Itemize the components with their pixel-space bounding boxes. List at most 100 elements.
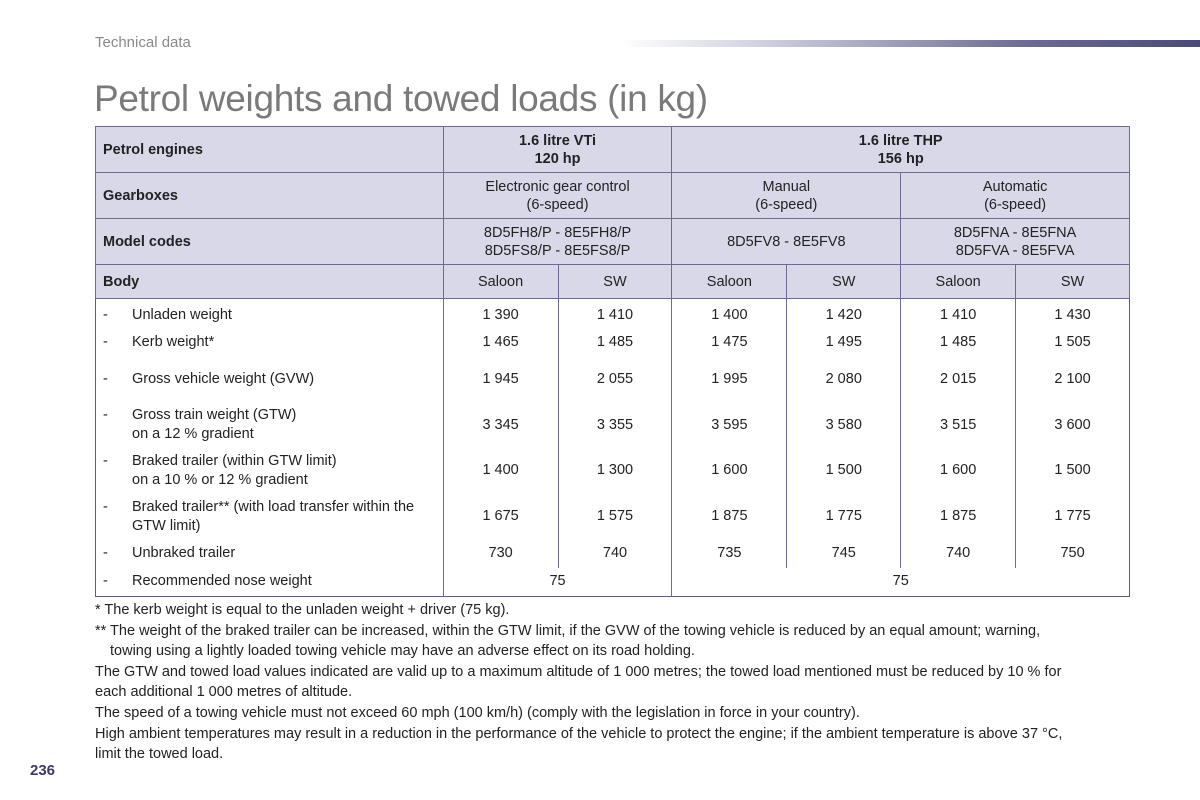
row-label-text: Braked trailer** (with load transfer wit… (132, 498, 415, 515)
value-cell: 1 390 (442, 298, 559, 328)
value-cell: 1 500 (786, 447, 901, 494)
row-label-text: Gross vehicle weight (GVW) (132, 371, 315, 387)
body-type-cell: Saloon (442, 264, 559, 299)
value-cell: 1 495 (786, 327, 901, 357)
row-label-text: Gross train weight (GTW) (132, 407, 297, 423)
row-label: - Unbraked trailer (96, 540, 444, 568)
value-cell: 750 (1015, 539, 1130, 568)
gearboxes-row: Gearboxes Electronic gear control (6-spe… (95, 172, 1130, 219)
value-cell: 3 515 (900, 402, 1016, 448)
engines-label: Petrol engines (95, 126, 444, 173)
section-label: Technical data (95, 34, 191, 51)
row-label-subtext: on a 10 % or 12 % gradient (132, 471, 308, 488)
value-cell: 730 (442, 539, 559, 568)
value-cell: 1 675 (442, 493, 559, 540)
value-cell: 1 400 (442, 447, 559, 494)
gearbox-automatic-speeds: (6-speed) (984, 196, 1047, 213)
value-cell: 1 410 (557, 298, 672, 328)
gearbox-manual: Manual (6-speed) (671, 172, 902, 219)
row-label: - Braked trailer** (with load transfer wi… (96, 494, 444, 540)
gearboxes-label: Gearboxes (95, 172, 444, 219)
braked-trailer-note-continued: towing using a lightly loaded towing veh… (110, 643, 695, 660)
bullet-dash: - (103, 407, 108, 423)
bullet-dash: - (103, 498, 108, 515)
value-cell: 1 485 (900, 327, 1016, 357)
value-cell: 3 345 (442, 402, 559, 448)
gearbox-manual-name: Manual (762, 178, 811, 195)
braked-trailer-note: ** The weight of the braked trailer can … (95, 622, 1041, 639)
page-title: Petrol weights and towed loads (in kg) (94, 78, 708, 119)
value-cell: 3 595 (671, 402, 787, 448)
altitude-note: The GTW and towed load values indicated … (95, 663, 1062, 680)
bullet-dash: - (103, 371, 108, 387)
value-cell: 1 475 (671, 327, 787, 357)
engine-thp-name: 1.6 litre THP (858, 132, 943, 149)
value-cell: 1 945 (442, 356, 559, 403)
bullet-dash: - (103, 452, 108, 469)
value-cell: 1 575 (557, 493, 672, 540)
gearbox-egc-speeds: (6-speed) (526, 196, 589, 213)
table-row: - Unladen weight 1 390 1 410 1 400 1 420 … (96, 298, 1130, 328)
value-cell: 1 875 (671, 493, 787, 540)
value-cell: 745 (786, 539, 901, 568)
row-label-subtext: GTW limit) (132, 517, 201, 534)
footnotes: * The kerb weight is equal to the unlade… (95, 600, 1135, 765)
row-label-text: Kerb weight* (132, 333, 215, 350)
row-label: - Gross train weight (GTW) on a 12 % gradi… (96, 403, 444, 448)
value-cell: 3 355 (557, 402, 672, 448)
engine-vti-name: 1.6 litre VTi (518, 132, 597, 149)
row-label: - Unladen weight (96, 299, 444, 328)
engine-vti-header: 1.6 litre VTi 120 hp (442, 126, 673, 173)
value-cell: 1 500 (1015, 447, 1130, 494)
value-cell: 3 600 (1015, 402, 1130, 448)
nose-weight-thp: 75 (671, 567, 1130, 597)
model-code: 8D5FS8/P - 8E5FS8/P (484, 242, 631, 259)
value-cell: 1 400 (671, 298, 787, 328)
row-label: - Recommended nose weight (96, 568, 444, 597)
nose-weight-row: - Recommended nose weight 75 75 (96, 567, 1130, 597)
value-cell: 1 775 (1015, 493, 1130, 540)
value-cell: 1 600 (900, 447, 1016, 494)
table-row: - Gross train weight (GTW) on a 12 % gradi… (96, 402, 1130, 448)
header-gradient-bar (620, 40, 1200, 47)
gearbox-manual-speeds: (6-speed) (755, 196, 818, 213)
altitude-note-continued: each additional 1 000 metres of altitude… (95, 684, 353, 701)
model-code: 8D5FNA - 8E5FNA (953, 224, 1077, 241)
bullet-dash: - (103, 306, 108, 323)
weights-table: Petrol engines 1.6 litre VTi 120 hp 1.6 … (95, 126, 1130, 597)
row-label-text: Recommended nose weight (132, 573, 312, 590)
body-type-cell: SW (1015, 264, 1130, 299)
value-cell: 1 430 (1015, 298, 1130, 328)
gearbox-automatic: Automatic (6-speed) (900, 172, 1130, 219)
value-cell: 1 995 (671, 356, 787, 403)
row-label: - Gross vehicle weight (GVW) (96, 357, 444, 403)
value-cell: 1 485 (557, 327, 672, 357)
body-type-cell: SW (786, 264, 902, 299)
table-row: - Unbraked trailer 730 740 735 745 740 75… (96, 539, 1130, 568)
table-row: - Braked trailer** (with load transfer wi… (96, 493, 1130, 540)
bullet-dash: - (103, 545, 108, 561)
table-row: - Gross vehicle weight (GVW) 1 945 2 055 … (96, 356, 1130, 403)
value-cell: 1 775 (786, 493, 901, 540)
value-cell: 1 420 (786, 298, 901, 328)
value-cell: 2 100 (1015, 356, 1130, 403)
value-cell: 1 410 (900, 298, 1016, 328)
temperature-note: High ambient temperatures may result in … (95, 725, 1063, 742)
body-type-cell: Saloon (900, 264, 1017, 299)
body-label: Body (95, 264, 444, 299)
temperature-note-continued: limit the towed load. (95, 746, 224, 763)
value-cell: 740 (557, 539, 672, 568)
table-row: - Kerb weight* 1 465 1 485 1 475 1 495 1 … (96, 327, 1130, 357)
gearbox-egc-name: Electronic gear control (485, 178, 630, 195)
row-label-subtext: on a 12 % gradient (132, 426, 254, 442)
model-codes-vti: 8D5FH8/P - 8E5FH8/P 8D5FS8/P - 8E5FS8/P (442, 218, 673, 265)
gearbox-automatic-name: Automatic (982, 178, 1048, 195)
model-code: 8D5FH8/P - 8E5FH8/P (483, 224, 632, 241)
row-label: - Braked trailer (within GTW limit) on a 1… (96, 448, 444, 494)
speed-note: The speed of a towing vehicle must not e… (95, 704, 860, 721)
page-number: 236 (30, 762, 56, 779)
kerb-weight-note: * The kerb weight is equal to the unlade… (95, 602, 510, 618)
value-cell: 2 055 (557, 356, 672, 403)
model-codes-manual: 8D5FV8 - 8E5FV8 (671, 218, 902, 265)
row-label-text: Unbraked trailer (132, 545, 236, 561)
